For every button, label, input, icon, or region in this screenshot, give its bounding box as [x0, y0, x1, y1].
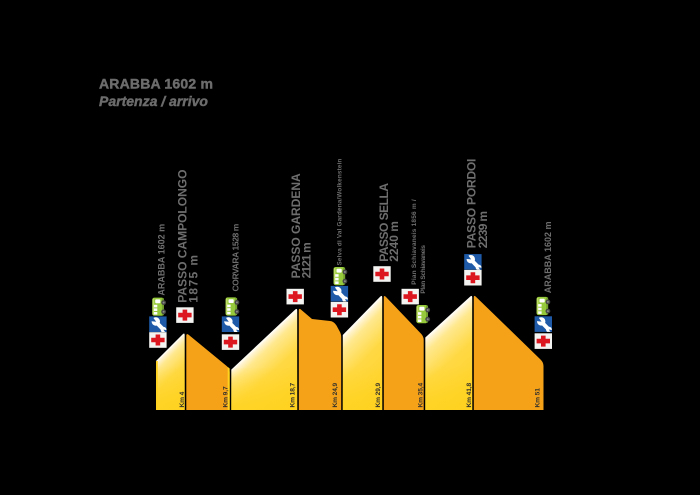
svg-text:ARABBA 1602 m: ARABBA 1602 m: [157, 224, 167, 296]
svg-text:ARABBA 1602 m: ARABBA 1602 m: [99, 76, 213, 92]
svg-text:Partenza / arrivo: Partenza / arrivo: [99, 93, 208, 109]
svg-text:ARABBA 1602 m: ARABBA 1602 m: [543, 221, 553, 293]
svg-text:Pian Schiavaneis 1856 m /: Pian Schiavaneis 1856 m /: [411, 199, 418, 285]
svg-text:2240 m: 2240 m: [387, 221, 401, 262]
svg-text:PASSO PORDOI: PASSO PORDOI: [465, 159, 479, 248]
svg-text:Km 29,9: Km 29,9: [375, 382, 382, 407]
svg-text:Selva di Val Gardena/Wolkenste: Selva di Val Gardena/Wolkenstein: [337, 158, 344, 265]
svg-text:PASSO GARDENA: PASSO GARDENA: [289, 173, 303, 278]
svg-text:Km 35,4: Km 35,4: [418, 382, 425, 407]
svg-text:2239 m: 2239 m: [476, 212, 490, 249]
svg-text:PASSO SELLA: PASSO SELLA: [377, 183, 391, 262]
svg-text:Km 41,8: Km 41,8: [466, 382, 473, 407]
svg-text:Km 4: Km 4: [179, 391, 186, 407]
svg-text:Plan Schiavaneis: Plan Schiavaneis: [420, 245, 427, 294]
svg-text:Km 24,9: Km 24,9: [332, 382, 339, 407]
svg-text:Km 51: Km 51: [535, 388, 542, 408]
svg-text:CORVARA 1528 m: CORVARA 1528 m: [231, 223, 241, 291]
svg-text:2121 m: 2121 m: [299, 243, 313, 279]
svg-text:1875 m: 1875 m: [187, 254, 201, 303]
svg-text:PASSO CAMPOLONGO: PASSO CAMPOLONGO: [175, 170, 189, 303]
svg-text:Km 9,7: Km 9,7: [223, 386, 230, 407]
svg-text:Km 18,7: Km 18,7: [290, 382, 297, 407]
